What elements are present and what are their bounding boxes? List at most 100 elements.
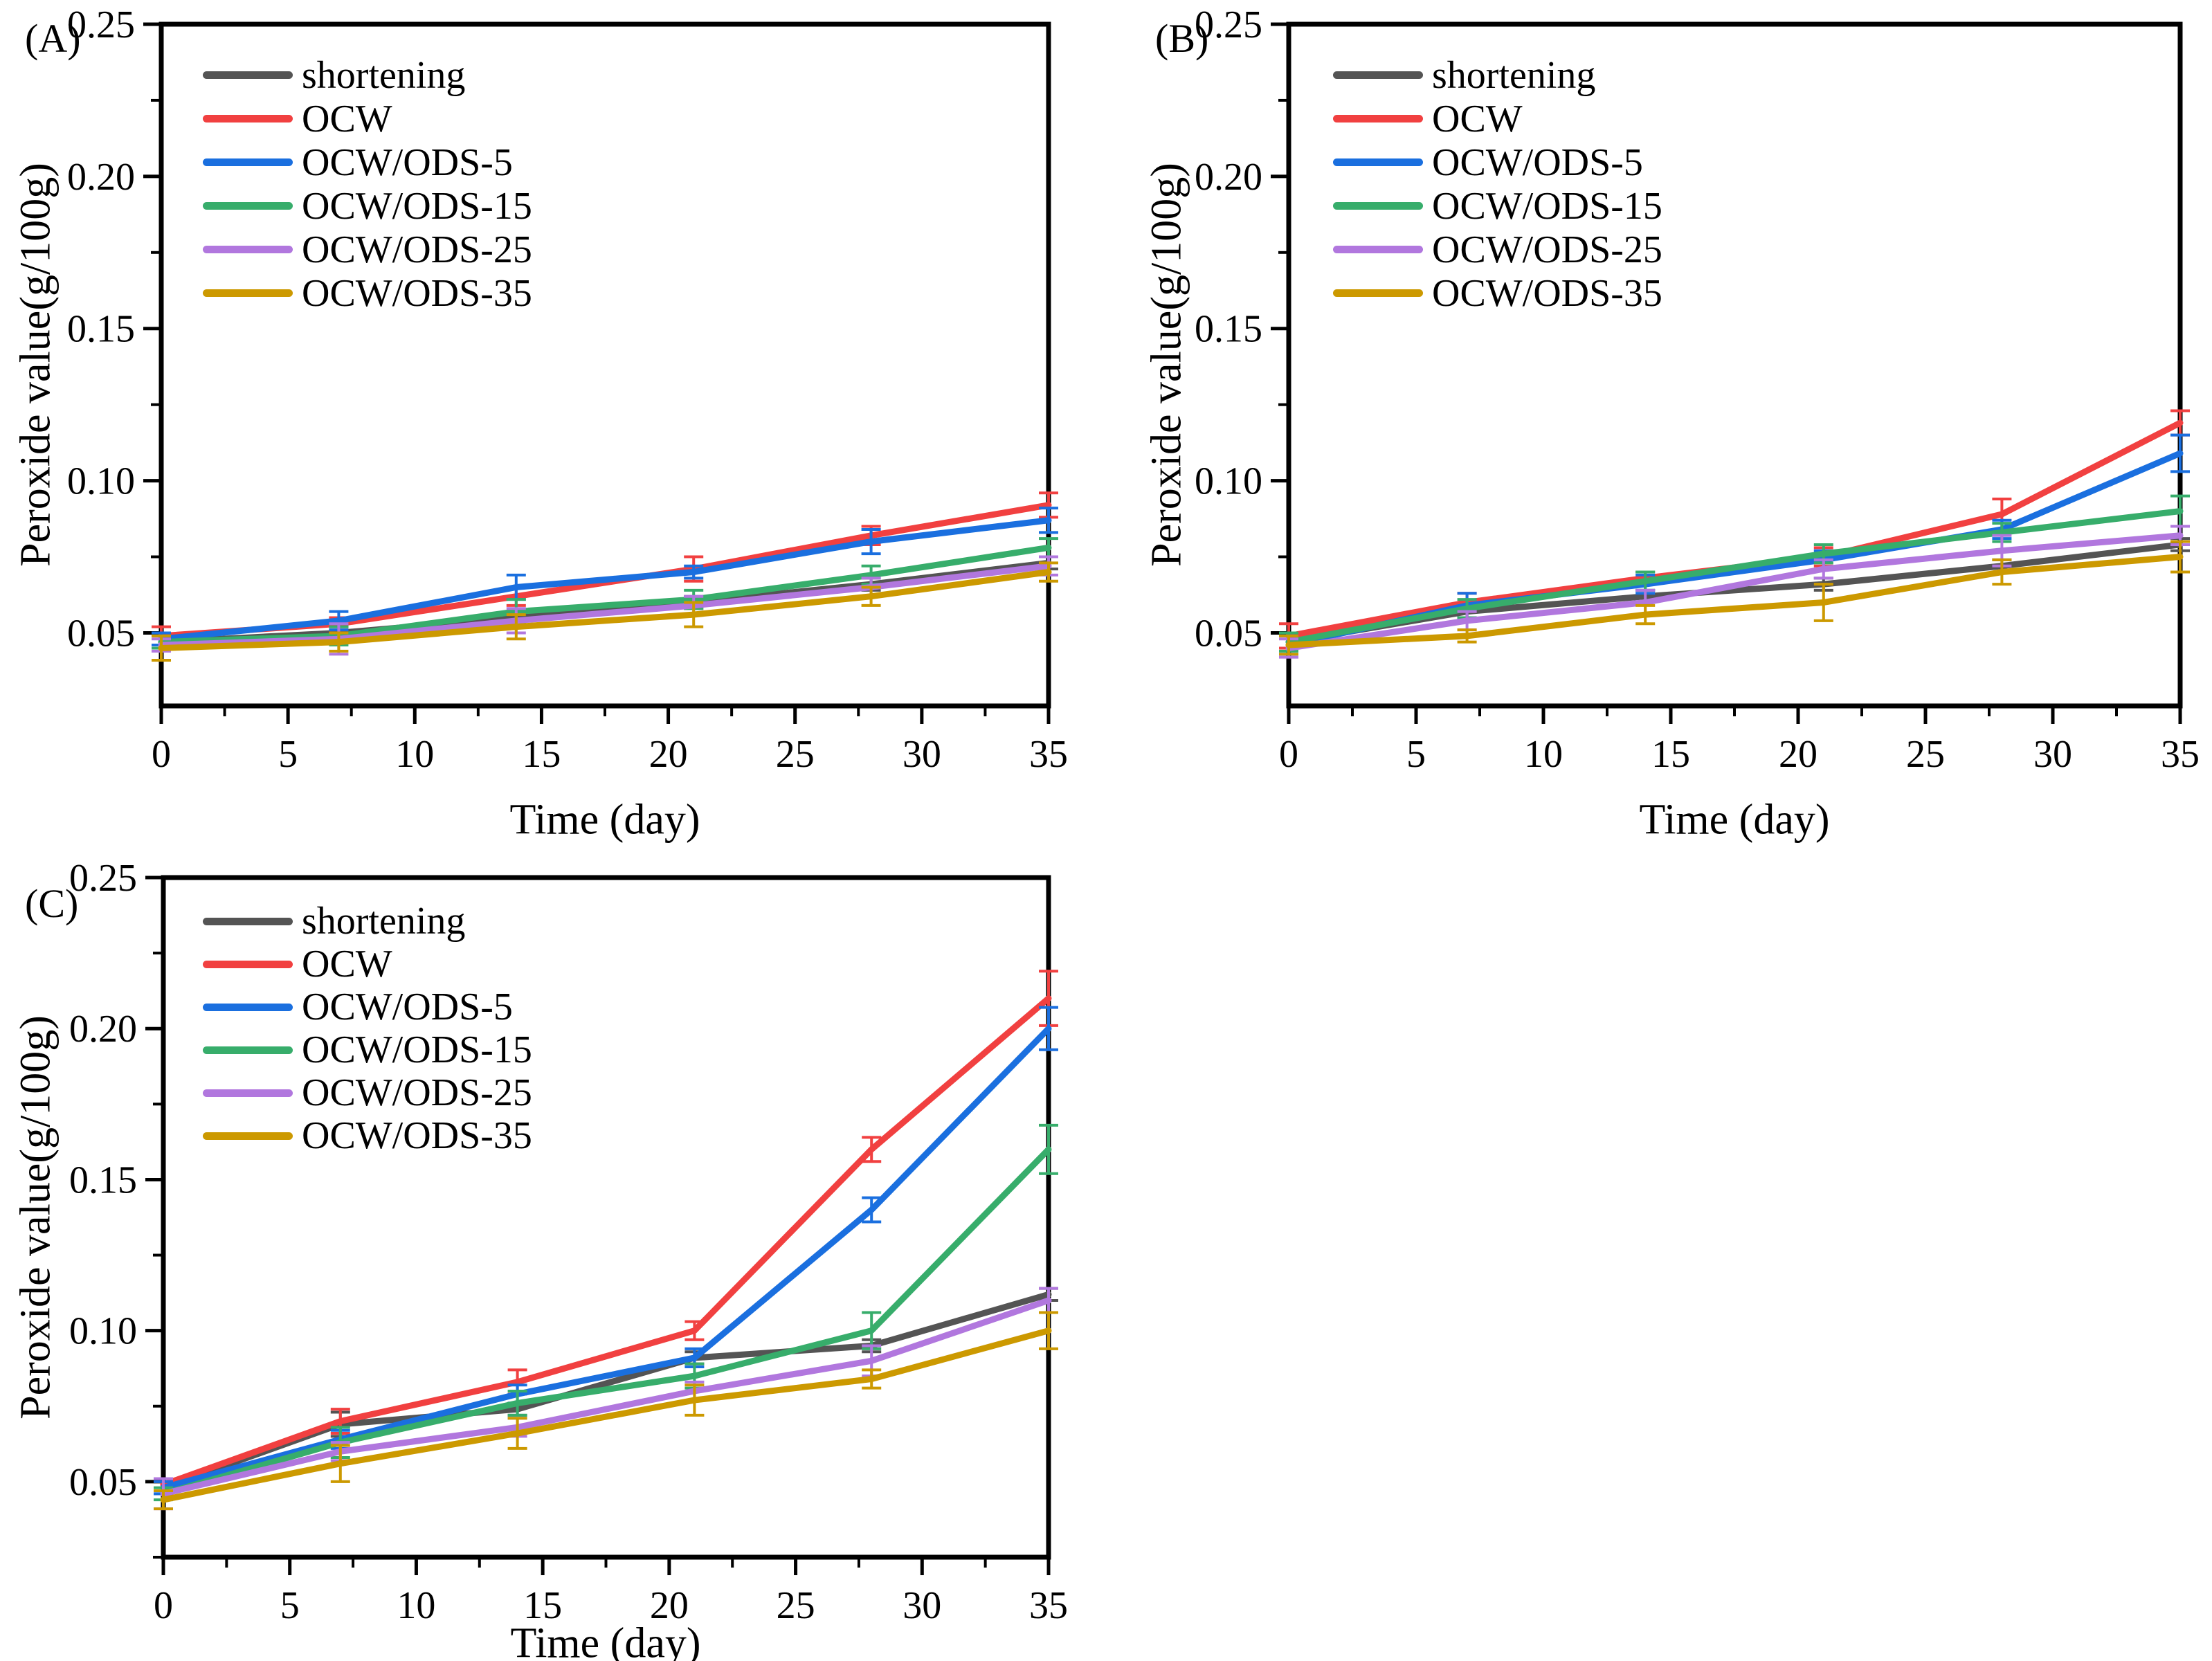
legend-swatch (203, 289, 293, 297)
legend-item: OCW/ODS-15 (203, 184, 532, 228)
series-OCW/ODS-35 (152, 561, 1058, 662)
series-line (160, 1146, 1052, 1497)
x-tick-label: 20 (649, 733, 688, 776)
legend-swatch (203, 246, 293, 253)
legend-item: OCW/ODS-15 (1333, 184, 1662, 228)
x-tick-label: 25 (1906, 733, 1945, 776)
legend-label: OCW/ODS-35 (302, 271, 532, 315)
x-tick-label: 35 (2161, 733, 2200, 776)
legend-label: OCW/ODS-35 (302, 1114, 532, 1157)
y-tick-label: 0.15 (1195, 308, 1262, 351)
legend-item: OCW/ODS-25 (203, 228, 532, 271)
x-tick-label: 20 (1779, 733, 1817, 776)
x-tick-label: 15 (1651, 733, 1690, 776)
y-axis-label-b: Peroxide value(g/100g) (1143, 163, 1190, 567)
x-tick-label: 30 (903, 1584, 941, 1627)
legend-label: OCW/ODS-5 (302, 140, 513, 184)
chart-panel: 0 5 10 15 20 25 30 35 0.05 0.10 0.15 0.20 0.25 (1195, 3, 2200, 776)
x-tick-label: 5 (278, 733, 298, 776)
legend-label: OCW/ODS-35 (1432, 271, 1662, 315)
y-tick-label: 0.05 (67, 612, 135, 655)
x-tick-label: 10 (397, 1584, 435, 1627)
legend-label: OCW (302, 97, 392, 140)
legend-item: OCW/ODS-35 (1333, 271, 1662, 315)
legend-swatch (1333, 202, 1423, 210)
legend-swatch (203, 115, 293, 122)
series-line (160, 1327, 1052, 1503)
x-tick-label: 15 (522, 733, 561, 776)
y-tick-label: 0.10 (67, 460, 135, 503)
y-tick-label: 0.05 (69, 1461, 137, 1504)
x-tick-label: 10 (395, 733, 434, 776)
series-line (160, 1297, 1052, 1497)
legend-item: OCW (203, 943, 532, 986)
legend-item: OCW/ODS-15 (203, 1028, 532, 1071)
x-tick-label: 20 (650, 1584, 689, 1627)
panel-label-c: (C) (25, 881, 79, 926)
legend-swatch (203, 1132, 293, 1140)
legend-swatch (203, 1003, 293, 1011)
legend-swatch (1333, 289, 1423, 297)
y-tick-label: 0.20 (67, 156, 135, 199)
legend-label: OCW (1432, 97, 1523, 140)
legend-a: shortening OCW OCW/ODS-5 OCW/ODS-15 OCW/ODS-… (203, 53, 532, 315)
series-line (1285, 554, 2184, 648)
legend-item: shortening (1333, 53, 1662, 97)
x-tick-label: 5 (280, 1584, 300, 1627)
y-axis-label-c: Peroxide value(g/100g) (12, 1015, 60, 1419)
legend-label: OCW/ODS-5 (302, 986, 513, 1028)
legend-swatch (1333, 71, 1423, 79)
y-tick-label: 0.10 (69, 1310, 137, 1353)
series-line (160, 995, 1052, 1488)
legend-item: OCW (203, 97, 532, 140)
legend-label: shortening (302, 53, 466, 97)
legend-label: shortening (302, 900, 466, 943)
x-tick-label: 30 (903, 733, 941, 776)
x-tick-label: 0 (154, 1584, 173, 1627)
legend-label: OCW/ODS-25 (1432, 228, 1662, 271)
legend-label: OCW/ODS-15 (302, 1028, 532, 1071)
legend-swatch (203, 1089, 293, 1097)
legend-label: OCW (302, 943, 392, 986)
y-tick-label: 0.25 (69, 857, 137, 900)
y-tick-label: 0.10 (1195, 460, 1262, 503)
legend-swatch (203, 917, 293, 925)
legend-item: shortening (203, 900, 532, 943)
x-axis-label-a: Time (day) (509, 796, 700, 844)
y-axis-label-a: Peroxide value(g/100g) (12, 163, 60, 567)
y-tick-label: 0.20 (69, 1008, 137, 1051)
x-tick-label: 15 (523, 1584, 562, 1627)
x-tick-label: 0 (1279, 733, 1298, 776)
legend-item: OCW/ODS-5 (203, 986, 532, 1028)
legend-label: OCW/ODS-25 (302, 1071, 532, 1114)
y-tick-label: 0.15 (69, 1159, 137, 1201)
legend-item: OCW/ODS-35 (203, 1114, 532, 1157)
legend-swatch (203, 158, 293, 166)
legend-swatch (203, 1046, 293, 1054)
x-tick-label: 5 (1406, 733, 1426, 776)
x-axis-label-b: Time (day) (1639, 796, 1830, 844)
x-tick-label: 35 (1029, 1584, 1068, 1627)
series-OCW/ODS-15 (1279, 494, 2190, 653)
x-tick-label: 0 (152, 733, 171, 776)
legend-swatch (1333, 246, 1423, 253)
y-tick-label: 0.25 (1195, 3, 1262, 46)
series-line (160, 1025, 1052, 1491)
legend-item: OCW/ODS-35 (203, 271, 532, 315)
series-OCW/ODS-35 (154, 1311, 1058, 1511)
series-line (158, 517, 1052, 642)
legend-b: shortening OCW OCW/ODS-5 OCW/ODS-15 OCW/ODS-… (1333, 53, 1662, 315)
x-tick-label: 30 (2033, 733, 2072, 776)
y-tick-label: 0.05 (1195, 612, 1262, 655)
legend-swatch (203, 71, 293, 79)
panel-label-a: (A) (25, 16, 81, 61)
legend-label: shortening (1432, 53, 1596, 97)
y-tick-label: 0.25 (67, 3, 135, 46)
legend-label: OCW/ODS-25 (302, 228, 532, 271)
series-OCW/ODS-15 (152, 537, 1058, 650)
legend-item: shortening (203, 53, 532, 97)
legend-swatch (203, 202, 293, 210)
legend-item: OCW (1333, 97, 1662, 140)
